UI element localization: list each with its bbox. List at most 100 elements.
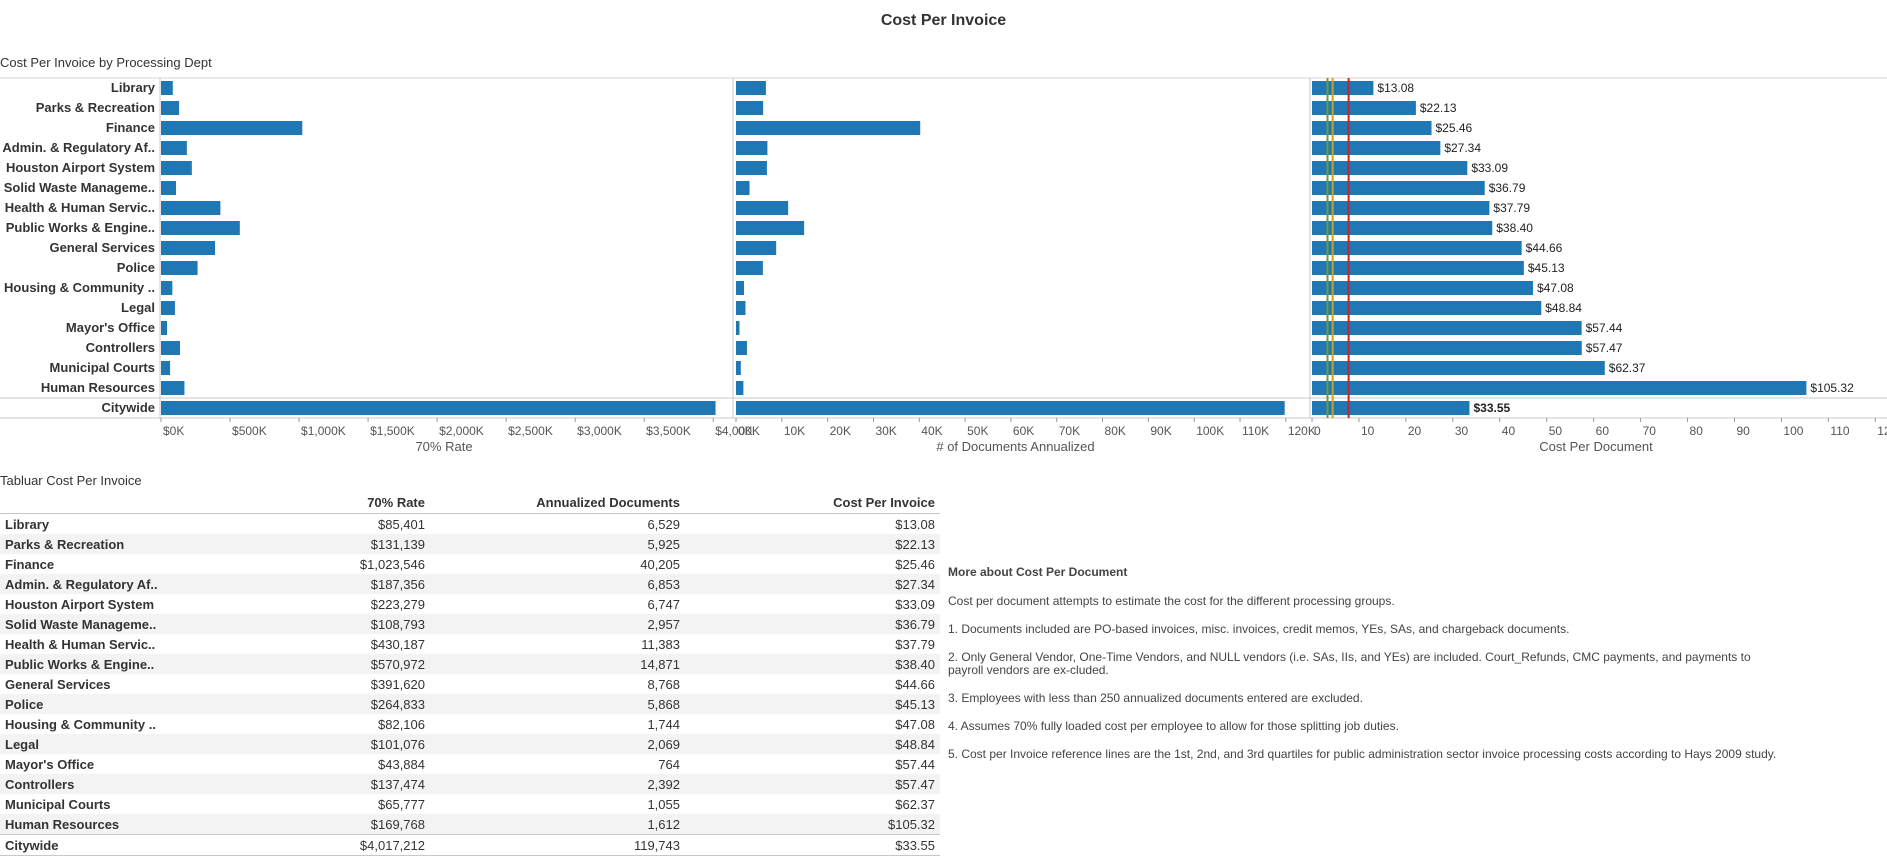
tick-label: $1,000K — [301, 424, 346, 438]
rate-cell: $4,017,212 — [359, 837, 425, 853]
axis-title: Cost Per Document — [1539, 439, 1653, 454]
table-row: Legal $101,076 2,069 $48.84 — [0, 734, 940, 754]
rate-cell: $101,076 — [300, 734, 430, 754]
category-label: Controllers — [86, 340, 155, 355]
chart-section-title: Cost Per Invoice by Processing Dept — [0, 55, 212, 70]
bar — [161, 121, 303, 135]
bar — [736, 101, 764, 115]
bar — [736, 241, 777, 255]
cost-cell: $57.47 — [685, 774, 940, 794]
tick-label: $4,000K — [715, 424, 760, 438]
cost-cell: $44.66 — [895, 676, 935, 692]
col-header-docs: Annualized Documents — [536, 494, 680, 510]
tick-label: $3,000K — [577, 424, 622, 438]
dept-cell: Parks & Recreation — [0, 534, 300, 554]
data-label: $57.44 — [1586, 321, 1623, 335]
cost-cell: $62.37 — [895, 796, 935, 812]
bar — [161, 81, 173, 95]
tick-label: 110K — [1242, 424, 1269, 438]
table-section-title: Tabluar Cost Per Invoice — [0, 473, 142, 488]
page-title: Cost Per Invoice — [880, 12, 1007, 29]
cost-cell: $27.34 — [685, 574, 940, 594]
table-row: Health & Human Servic.. $430,187 11,383 $37… — [0, 634, 940, 654]
tick-label: 120K — [1288, 424, 1316, 438]
docs-cell: 119,743 — [633, 837, 680, 853]
tick-label: 60 — [1596, 424, 1610, 438]
table-header-row: 70% Rate Annualized Documents Cost Per I… — [0, 491, 940, 514]
notes-paragraph: 3. Employees with less than 250 annualiz… — [948, 691, 1363, 705]
col-header-dept — [0, 491, 300, 514]
data-label: $33.55 — [1473, 401, 1510, 415]
table-row: Controllers $137,474 2,392 $57.47 — [0, 774, 940, 794]
bar — [1312, 121, 1432, 135]
rate-cell: $85,401 — [378, 516, 425, 532]
docs-cell: 8,768 — [647, 676, 680, 692]
bar — [161, 341, 180, 355]
bar — [1312, 101, 1416, 115]
rate-cell: $43,884 — [378, 756, 425, 772]
tick-label: $1,500K — [370, 424, 415, 438]
tick-label: 110 — [1830, 424, 1849, 438]
bar — [1312, 361, 1605, 375]
notes-title: More about Cost Per Document — [948, 565, 1128, 579]
tabular-cost-table: 70% Rate Annualized Documents Cost Per I… — [0, 491, 940, 856]
dept-cell: Human Resources — [0, 814, 300, 835]
bar — [161, 221, 240, 235]
data-label: $44.66 — [1526, 241, 1563, 255]
table-row: Solid Waste Manageme.. $108,793 2,957 $36.7… — [0, 614, 940, 634]
bar — [736, 181, 750, 195]
docs-cell: 2,392 — [430, 774, 685, 794]
bar — [161, 161, 192, 175]
tick-label: 90K — [1150, 424, 1171, 438]
cost-cell: $25.46 — [895, 556, 935, 572]
tick-label: $2,500K — [508, 424, 553, 438]
dept-cell: Controllers — [0, 774, 300, 794]
rate-cell: $108,793 — [300, 614, 430, 634]
dept-cell: Housing & Community .. — [5, 716, 156, 732]
table-row: General Services $391,620 8,768 $44.66 — [0, 674, 940, 694]
data-label: $36.79 — [1489, 181, 1526, 195]
col-header-cost: Cost Per Invoice — [833, 494, 935, 510]
bar — [1312, 381, 1807, 395]
data-label: $105.32 — [1810, 381, 1854, 395]
dept-cell: Police — [0, 694, 300, 714]
bar — [161, 261, 198, 275]
cost-cell: $13.08 — [895, 516, 935, 532]
dept-cell: Mayor's Office — [5, 756, 95, 772]
rate-cell: $137,474 — [300, 774, 430, 794]
rate-cell: $82,106 — [378, 716, 425, 732]
cost-cell: $57.44 — [895, 756, 935, 772]
cost-cell: $36.79 — [685, 614, 940, 634]
data-label: $62.37 — [1609, 361, 1646, 375]
bar — [736, 121, 921, 135]
tick-label: $500K — [232, 424, 267, 438]
dept-cell: General Services — [5, 676, 111, 692]
category-label: Citywide — [102, 400, 155, 415]
tick-label: 50K — [967, 424, 988, 438]
tick-label: 20K — [830, 424, 851, 438]
notes-paragraph: 5. Cost per Invoice reference lines are … — [948, 747, 1777, 761]
table-row: Library $85,401 6,529 $13.08 — [0, 514, 940, 535]
table-row: Finance $1,023,546 40,205 $25.46 — [0, 554, 940, 574]
tick-label: 100K — [1196, 424, 1224, 438]
data-label: $57.47 — [1586, 341, 1623, 355]
tick-label: 40 — [1502, 424, 1516, 438]
rate-cell: $264,833 — [300, 694, 430, 714]
bar — [736, 361, 741, 375]
bar — [161, 241, 216, 255]
bar — [161, 401, 716, 415]
bar — [161, 201, 221, 215]
tick-label: 120 — [1877, 424, 1887, 438]
col-header-rate: 70% Rate — [367, 494, 425, 510]
category-label: Mayor's Office — [66, 320, 155, 335]
tick-label: 100 — [1783, 424, 1803, 438]
bar — [1312, 341, 1582, 355]
category-label: Housing & Community .. — [4, 280, 155, 295]
tick-label: $3,500K — [646, 424, 691, 438]
cost-cell: $105.32 — [685, 814, 940, 835]
dept-cell: Public Works & Engine.. — [0, 654, 300, 674]
table-row: Admin. & Regulatory Af.. $187,356 6,853 $27… — [0, 574, 940, 594]
category-label: General Services — [49, 240, 155, 255]
docs-cell: 764 — [658, 756, 680, 772]
docs-cell: 11,383 — [641, 636, 680, 652]
